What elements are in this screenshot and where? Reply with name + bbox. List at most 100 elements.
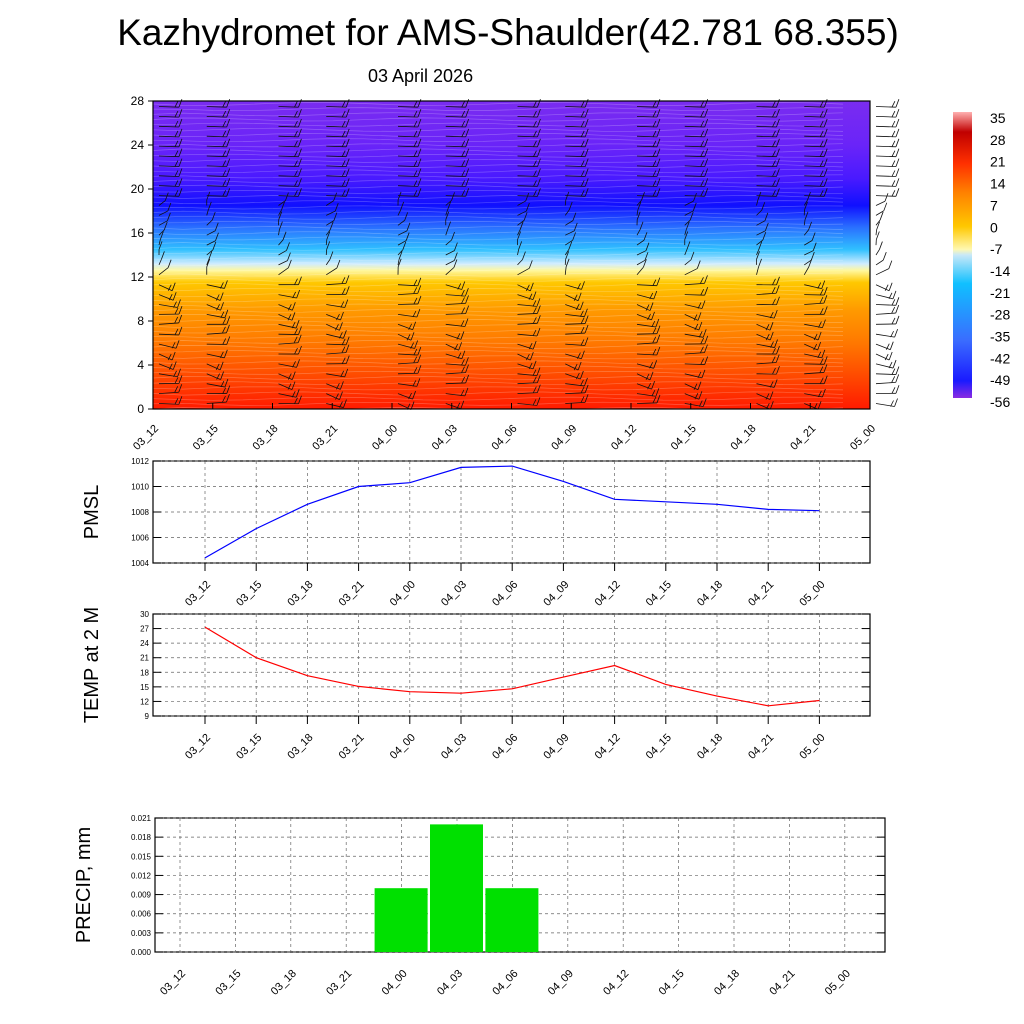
barb-flag xyxy=(704,356,709,365)
wind-barb xyxy=(326,399,347,408)
barb-flag xyxy=(222,180,227,187)
barb-flag xyxy=(465,357,469,366)
barb-shaft xyxy=(875,219,881,226)
barb-flag xyxy=(532,329,537,337)
contour-line xyxy=(152,138,844,143)
wind-barb xyxy=(636,334,661,345)
wind-barb xyxy=(397,148,422,158)
barb-shaft xyxy=(158,373,178,378)
barb-flag xyxy=(460,400,465,409)
barb-flag xyxy=(813,343,818,351)
barb-flag xyxy=(406,334,411,341)
wind-barb xyxy=(158,148,183,158)
wind-barb xyxy=(278,138,302,148)
wind-barb xyxy=(875,158,900,167)
barb-flag xyxy=(577,361,582,371)
wind-barb xyxy=(326,330,347,339)
barb-flag xyxy=(460,320,465,327)
wind-barb xyxy=(445,201,451,216)
wind-barb xyxy=(875,138,900,148)
wind-barb xyxy=(517,168,541,177)
wind-barb xyxy=(875,231,880,246)
wind-barb xyxy=(804,168,828,177)
barb-flag xyxy=(178,384,183,393)
barb-shaft xyxy=(517,220,525,226)
barb-flag xyxy=(222,130,227,138)
barb-flag xyxy=(278,211,283,220)
barb-flag xyxy=(769,331,774,341)
barb-flag xyxy=(518,241,523,250)
barb-flag xyxy=(295,319,300,329)
wind-barb xyxy=(445,118,470,128)
barb-flag xyxy=(656,148,661,157)
barb-shaft xyxy=(875,155,896,158)
barb-shaft xyxy=(756,165,777,167)
barb-flag xyxy=(410,342,414,349)
barb-flag xyxy=(823,148,828,157)
barb-flag xyxy=(645,304,650,311)
wind-barb xyxy=(875,202,888,216)
wind-barb xyxy=(397,188,422,197)
contour-line xyxy=(152,169,844,174)
barb-flag xyxy=(700,160,705,167)
wind-barb xyxy=(326,188,350,197)
wind-barb xyxy=(517,315,541,325)
barb-shaft xyxy=(636,383,652,390)
wind-barb xyxy=(804,178,828,187)
barb-shaft xyxy=(804,125,825,128)
barb-flag xyxy=(697,381,702,390)
barb-flag xyxy=(339,401,343,408)
colorbar-label: -42 xyxy=(990,350,1010,366)
barb-flag xyxy=(339,332,343,339)
barb-flag xyxy=(298,276,302,285)
barb-shaft xyxy=(517,353,531,361)
barb-shaft xyxy=(397,323,413,331)
barb-shaft xyxy=(278,185,299,187)
barb-shaft xyxy=(565,116,586,118)
barb-flag xyxy=(813,333,818,341)
wind-barb xyxy=(636,168,661,177)
x-tick-label: 03_12 xyxy=(183,579,213,609)
wind-barb xyxy=(756,391,774,400)
barb-flag xyxy=(345,336,350,345)
x-tick-label: 04_06 xyxy=(490,732,520,762)
barb-shaft xyxy=(206,304,221,311)
barb-flag xyxy=(580,110,585,118)
x-tick-label: 04_00 xyxy=(388,732,418,762)
colorbar-label: 7 xyxy=(990,197,998,213)
wind-barb xyxy=(397,340,419,349)
barb-flag xyxy=(536,397,541,406)
barb-flag xyxy=(416,378,421,387)
barb-flag xyxy=(281,201,285,211)
wind-barb xyxy=(326,178,350,187)
y-tick-label: 0 xyxy=(137,402,144,416)
barb-flag xyxy=(417,148,422,157)
barb-flag xyxy=(537,168,541,177)
barb-flag xyxy=(651,320,656,328)
barb-shaft xyxy=(684,200,694,206)
barb-flag xyxy=(406,222,411,232)
wind-barb xyxy=(278,259,292,276)
precip-bar xyxy=(430,824,483,952)
barb-flag xyxy=(765,403,770,410)
barb-flag xyxy=(888,282,893,291)
barb-shaft xyxy=(278,294,297,299)
wind-barb xyxy=(565,148,589,158)
wind-barb xyxy=(684,287,709,296)
y-tick-label: 18 xyxy=(140,668,149,677)
colorbar-label: 0 xyxy=(990,219,998,235)
barb-flag xyxy=(174,110,179,118)
barb-shaft xyxy=(636,402,657,404)
barb-shaft xyxy=(326,323,340,331)
contour-line xyxy=(152,391,844,396)
barb-shaft xyxy=(636,342,657,345)
barb-shaft xyxy=(756,175,777,177)
barb-flag xyxy=(167,202,172,212)
barb-flag xyxy=(762,231,767,241)
barb-flag xyxy=(525,192,530,202)
barb-shaft xyxy=(278,106,299,108)
wind-barb xyxy=(206,188,231,197)
barb-flag xyxy=(581,281,585,290)
barb-flag xyxy=(579,301,584,310)
barb-shaft xyxy=(517,322,538,325)
